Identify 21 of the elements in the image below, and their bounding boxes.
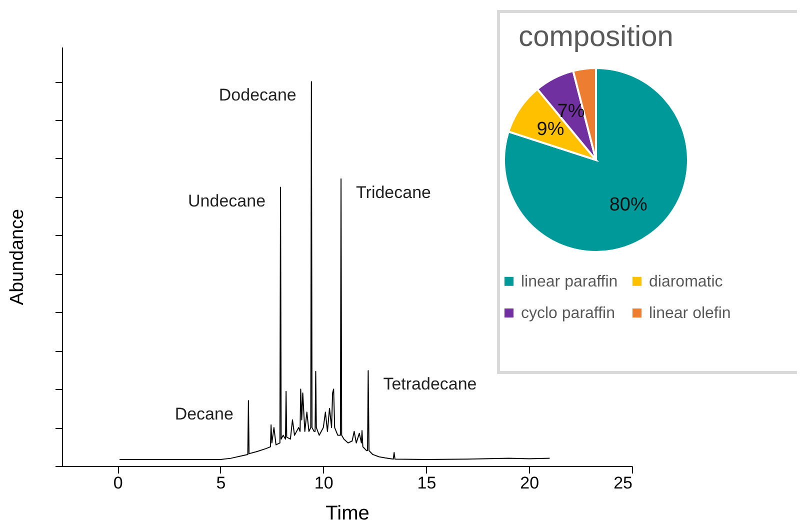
x-tick-label: 25 (614, 474, 632, 492)
annotation: Decane (174, 404, 234, 424)
legend-label: diaromatic (649, 273, 723, 290)
y-axis-title: Abundance (7, 208, 28, 306)
x-tick-label: 5 (216, 474, 226, 492)
legend-label: linear olefin (649, 305, 731, 322)
legend-label: cyclo paraffin (521, 305, 615, 322)
x-tick-label: 20 (520, 474, 540, 492)
chart-title: composition (518, 21, 674, 53)
x-tick-label: 10 (314, 474, 334, 492)
annotation: Dodecane (218, 86, 296, 105)
x-tick-label: 0 (113, 474, 123, 492)
data-label: 80% (609, 194, 648, 216)
x-axis-title: Time (326, 502, 370, 524)
annotation: Tetradecane (383, 374, 477, 394)
annotation: Undecane (188, 191, 266, 210)
pie-slice (503, 67, 689, 253)
x-tick-label: 15 (417, 474, 436, 492)
data-label: 9% (536, 119, 564, 140)
annotation: Tridecane (356, 182, 431, 202)
legend-label: linear paraffin (521, 273, 618, 290)
